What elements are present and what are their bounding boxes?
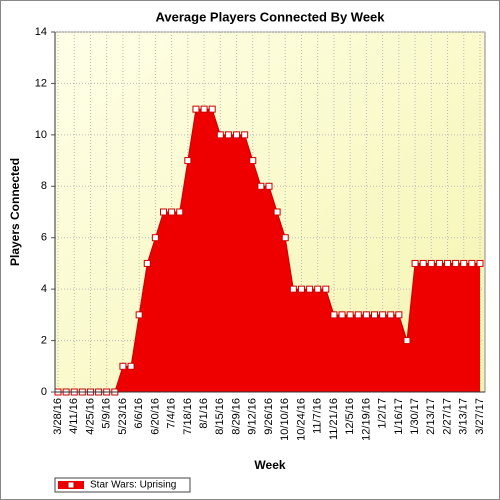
x-tick-label: 8/1/16: [198, 398, 210, 429]
x-tick-label: 9/26/16: [263, 398, 275, 435]
marker: [468, 259, 476, 267]
marker: [395, 311, 403, 319]
marker: [176, 208, 184, 216]
y-tick-label: 12: [35, 77, 47, 89]
marker: [216, 131, 224, 139]
marker: [411, 259, 419, 267]
marker: [444, 259, 452, 267]
marker: [224, 131, 232, 139]
x-tick-label: 11/7/16: [312, 398, 324, 434]
x-tick-label: 10/10/16: [279, 398, 291, 441]
marker: [322, 285, 330, 293]
y-tick-label: 8: [41, 180, 47, 192]
x-tick-label: 1/30/17: [409, 398, 421, 435]
marker: [257, 182, 265, 190]
marker: [273, 208, 281, 216]
x-tick-label: 7/4/16: [166, 398, 178, 429]
x-tick-label: 9/12/16: [247, 398, 259, 435]
marker: [160, 208, 167, 216]
x-tick-label: 1/16/17: [393, 398, 405, 435]
x-tick-label: 5/9/16: [101, 398, 113, 429]
legend-box: [54, 477, 191, 493]
marker: [135, 311, 143, 319]
marker: [297, 285, 305, 293]
marker: [387, 311, 395, 319]
marker: [346, 311, 354, 319]
marker: [314, 285, 322, 293]
marker: [476, 259, 484, 267]
marker: [127, 362, 135, 370]
marker: [403, 337, 411, 345]
marker: [200, 105, 208, 113]
marker: [281, 234, 289, 242]
marker: [379, 311, 387, 319]
legend-marker: [67, 481, 75, 489]
y-tick-label: 14: [35, 26, 47, 38]
chart-title: Average Players Connected By Week: [155, 9, 385, 24]
marker: [362, 311, 370, 319]
marker: [371, 311, 378, 319]
y-tick-label: 4: [41, 283, 47, 295]
y-tick-label: 0: [41, 386, 47, 398]
marker: [427, 259, 435, 267]
marker: [460, 259, 468, 267]
x-tick-label: 11/21/16: [328, 398, 340, 440]
x-tick-label: 2/27/17: [441, 398, 453, 435]
x-tick-label: 12/5/16: [344, 398, 356, 435]
marker: [233, 131, 241, 139]
marker: [338, 311, 346, 319]
x-tick-label: 2/13/17: [425, 398, 437, 435]
x-tick-label: 6/20/16: [149, 398, 161, 435]
x-tick-label: 10/24/16: [295, 398, 307, 441]
x-tick-label: 12/19/16: [360, 398, 372, 441]
marker: [265, 182, 273, 190]
marker: [354, 311, 362, 319]
y-tick-label: 10: [35, 129, 47, 141]
x-tick-label: 8/15/16: [214, 398, 226, 435]
marker: [452, 259, 460, 267]
marker: [192, 105, 200, 113]
x-tick-label: 4/11/16: [68, 398, 80, 434]
marker: [119, 362, 127, 370]
marker: [330, 311, 338, 319]
legend-label: Star Wars: Uprising: [90, 480, 176, 491]
x-tick-label: 5/23/16: [117, 398, 129, 435]
x-axis-title: Week: [254, 458, 285, 472]
x-tick-label: 7/18/16: [182, 398, 194, 435]
legend: Star Wars: Uprising: [54, 477, 191, 493]
marker: [168, 208, 176, 216]
x-tick-label: 3/28/16: [52, 398, 64, 435]
marker: [419, 259, 427, 267]
marker: [143, 259, 151, 267]
marker: [151, 234, 159, 242]
x-tick-label: 4/25/16: [84, 398, 96, 435]
y-tick-label: 2: [41, 334, 47, 346]
marker: [241, 131, 249, 139]
marker: [306, 285, 314, 293]
x-tick-label: 3/27/17: [474, 398, 486, 435]
marker: [184, 157, 192, 165]
marker: [208, 105, 216, 113]
marker: [249, 157, 257, 165]
marks: [54, 105, 484, 396]
y-axis-title: Players Connected: [8, 158, 22, 266]
area: [58, 109, 480, 393]
x-tick-label: 3/13/17: [458, 398, 470, 435]
x-tick-label: 8/29/16: [230, 398, 242, 435]
marker: [435, 259, 443, 267]
x-tick-label: 1/2/17: [377, 398, 389, 429]
y-tick-label: 6: [41, 232, 47, 244]
x-tick-label: 6/6/16: [133, 398, 145, 429]
marker: [289, 285, 297, 293]
